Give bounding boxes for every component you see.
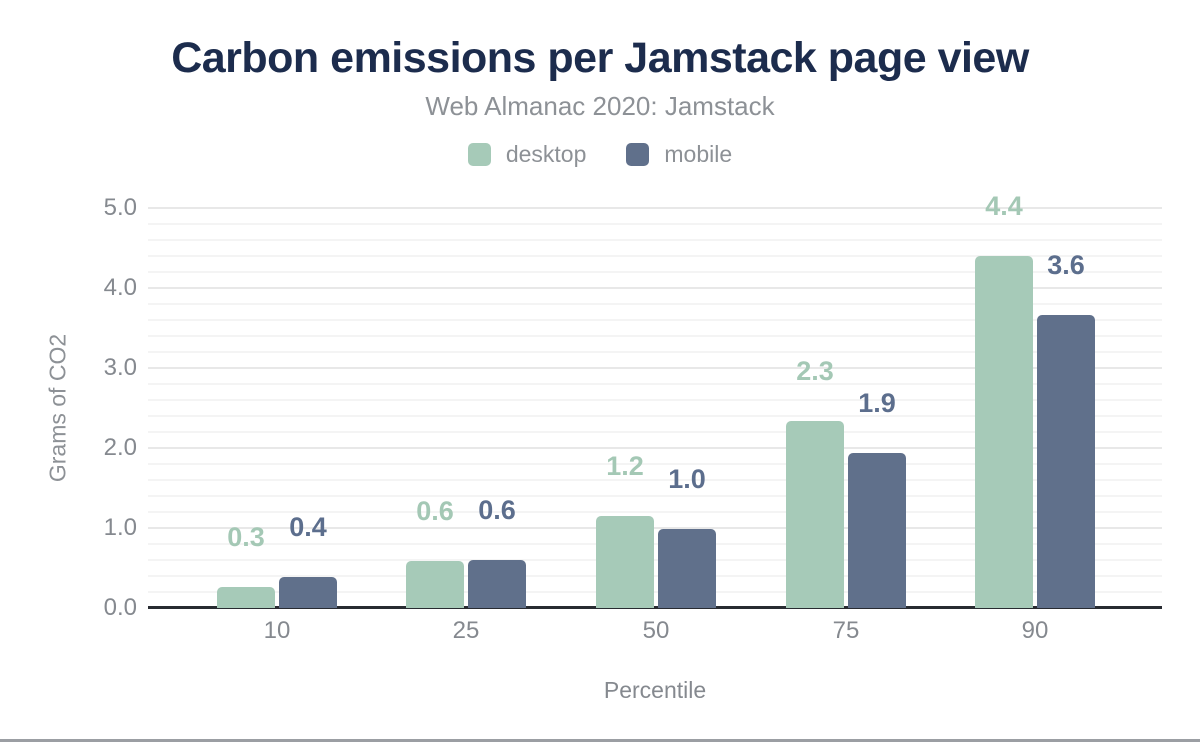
gridline-major [148,447,1162,449]
gridline-minor [148,383,1162,385]
x-axis-title: Percentile [603,677,707,703]
gridline-minor [148,335,1162,337]
chart-legend: desktop mobile [0,141,1200,168]
legend-item-desktop[interactable]: desktop [467,141,587,168]
bar-desktop-p25[interactable] [406,560,464,608]
bottom-edge-divider [0,739,1200,742]
bar-mobile-p10[interactable] [279,576,337,608]
gridline-minor [148,239,1162,241]
bar-desktop-p75[interactable] [786,420,844,608]
x-axis-tick-label: 25 [452,617,480,644]
bar-desktop-p50[interactable] [596,516,654,608]
y-axis-tick-label: 3.0 [103,354,137,381]
gridline-minor [148,463,1162,465]
gridline-minor [148,495,1162,497]
gridline-minor [148,575,1162,577]
chart-subtitle: Web Almanac 2020: Jamstack [425,91,775,121]
bar-mobile-p50[interactable] [658,528,716,608]
gridline-minor [148,431,1162,433]
gridline-minor [148,351,1162,353]
value-label-mobile-p50: 1.0 [668,463,706,494]
gridline-major [148,527,1162,529]
y-axis-tick-label: 0.0 [103,594,137,621]
gridline-minor [148,591,1162,593]
gridline-major [148,287,1162,289]
legend-label-mobile: mobile [664,141,733,167]
value-label-desktop-p10: 0.3 [227,522,265,553]
gridline-minor [148,559,1162,561]
gridline-minor [148,223,1162,225]
x-axis-tick-label: 50 [642,617,670,644]
chart-title: Carbon emissions per Jamstack page view [171,34,1029,82]
value-label-mobile-p75: 1.9 [858,387,896,418]
gridline-minor [148,399,1162,401]
gridline-major [148,207,1162,209]
bar-mobile-p75[interactable] [848,452,906,608]
value-label-mobile-p10: 0.4 [289,511,327,542]
gridline-minor [148,271,1162,273]
bar-desktop-p10[interactable] [217,587,275,608]
bar-desktop-p90[interactable] [975,256,1033,608]
legend-item-mobile[interactable]: mobile [626,141,732,168]
gridline-minor [148,255,1162,257]
value-label-desktop-p50: 1.2 [606,451,644,481]
value-label-desktop-p75: 2.3 [796,355,834,386]
gridline-minor [148,511,1162,513]
x-axis-tick-label: 90 [1021,617,1049,644]
value-label-mobile-p25: 0.6 [478,495,516,525]
y-axis-tick-label: 5.0 [103,194,137,221]
y-axis-tick-label: 2.0 [103,434,137,461]
value-label-mobile-p90: 3.6 [1047,250,1085,281]
plot-area: 0.3 0.4 10 0.6 0.6 25 1.2 1.0 50 2.3 1.9 75 4.4 3.6 90 [148,192,1162,644]
value-label-desktop-p90: 4.4 [985,191,1023,221]
gridline-minor [148,479,1162,481]
bar-mobile-p25[interactable] [468,560,526,608]
gridline-minor [148,319,1162,321]
desktop-swatch-icon [467,143,491,166]
y-axis-tick-label: 1.0 [103,514,137,541]
gridline-major [148,367,1162,369]
x-axis-tick-label: 75 [832,617,860,644]
bar-mobile-p90[interactable] [1037,315,1095,608]
gridline-minor [148,303,1162,305]
value-label-desktop-p25: 0.6 [416,495,454,526]
gridline-minor [148,543,1162,545]
y-axis-title: Grams of CO2 [44,333,71,483]
x-axis-line [148,606,1162,609]
legend-label-desktop: desktop [505,141,587,167]
gridline-minor [148,415,1162,417]
mobile-swatch-icon [626,143,650,166]
y-axis-tick-label: 4.0 [103,274,137,301]
x-axis-tick-label: 10 [263,617,291,644]
